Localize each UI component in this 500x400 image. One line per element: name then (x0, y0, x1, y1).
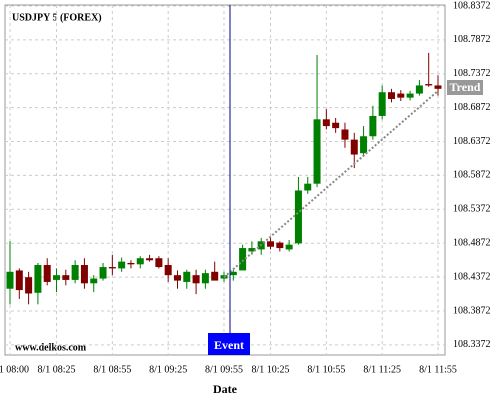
y-tick-label: 108.4372 (453, 271, 491, 282)
candle-body (155, 258, 163, 268)
candle-body (34, 265, 42, 293)
candle-body (201, 273, 209, 284)
candle-body (136, 258, 144, 265)
x-tick-label: 8/1 08:25 (37, 364, 75, 375)
x-tick-label: 8/1 09:55 (205, 364, 243, 375)
y-tick-label: 108.5372 (453, 204, 491, 215)
y-tick-label: 108.6372 (453, 136, 491, 147)
candle-body (322, 119, 330, 127)
candle-body (341, 129, 349, 140)
candle-body (415, 85, 423, 94)
y-tick-label: 108.7872 (453, 34, 491, 45)
x-tick-label: 8/1 08:00 (0, 364, 29, 375)
candle-body (6, 271, 14, 289)
candle-body (71, 265, 79, 280)
x-tick-label: 8/1 10:25 (251, 364, 289, 375)
x-tick-label: 8/1 11:25 (363, 364, 401, 375)
y-tick-label: 108.3872 (453, 305, 491, 316)
candle-body (313, 119, 321, 184)
candle-body (211, 271, 219, 281)
candle-body (108, 267, 116, 269)
x-tick-label: 8/1 09:25 (149, 364, 187, 375)
event-box (208, 333, 250, 355)
x-axis-label: Date (213, 382, 238, 396)
candle-body (387, 92, 395, 99)
x-tick-label: 8/1 10:55 (307, 364, 345, 375)
trend-label-box (447, 80, 483, 95)
watermark: www.delkos.com (15, 342, 87, 353)
candle-body (90, 278, 98, 284)
candle-body (406, 93, 414, 98)
candle-body (173, 275, 181, 281)
candle-body (248, 248, 256, 252)
y-tick-label: 108.6872 (453, 102, 491, 113)
candle-body (229, 271, 237, 276)
candle-body (304, 183, 312, 191)
candle-body (62, 275, 70, 280)
y-tick-label: 108.4872 (453, 237, 491, 248)
candle-body (192, 275, 200, 284)
trend-label: Trend (450, 80, 481, 94)
candle-body (285, 244, 293, 250)
candle-body (350, 139, 358, 155)
y-tick-label: 108.3372 (453, 339, 491, 350)
candle-body (118, 261, 126, 269)
y-tick-label: 108.8372 (453, 0, 491, 11)
candle-body (239, 248, 247, 271)
plot-frame (4, 4, 446, 356)
candle-body (164, 265, 172, 276)
x-tick-label: 8/1 08:55 (93, 364, 131, 375)
event-label: Event (214, 338, 244, 352)
candle-body (397, 93, 405, 98)
candle-body (276, 242, 284, 249)
trend-line (223, 90, 439, 278)
candle-body (15, 270, 23, 291)
candle-body (332, 122, 340, 129)
y-tick-label: 108.7372 (453, 68, 491, 79)
candle-body (183, 271, 191, 282)
x-tick-label: 8/1 11:55 (419, 364, 457, 375)
candle-body (99, 267, 107, 279)
candle-body (53, 275, 61, 280)
candle-body (25, 277, 33, 294)
candle-body (378, 92, 386, 116)
candle-body (425, 84, 433, 86)
y-tick-label: 108.5872 (453, 170, 491, 181)
candle-body (127, 262, 135, 265)
candle-body (146, 258, 154, 261)
candle-body (369, 115, 377, 137)
candle-body (294, 190, 302, 244)
candle-body (267, 241, 275, 247)
candle-body (43, 265, 51, 282)
candle-body (434, 85, 442, 89)
candle-body (360, 136, 368, 154)
candle-body (80, 265, 88, 284)
